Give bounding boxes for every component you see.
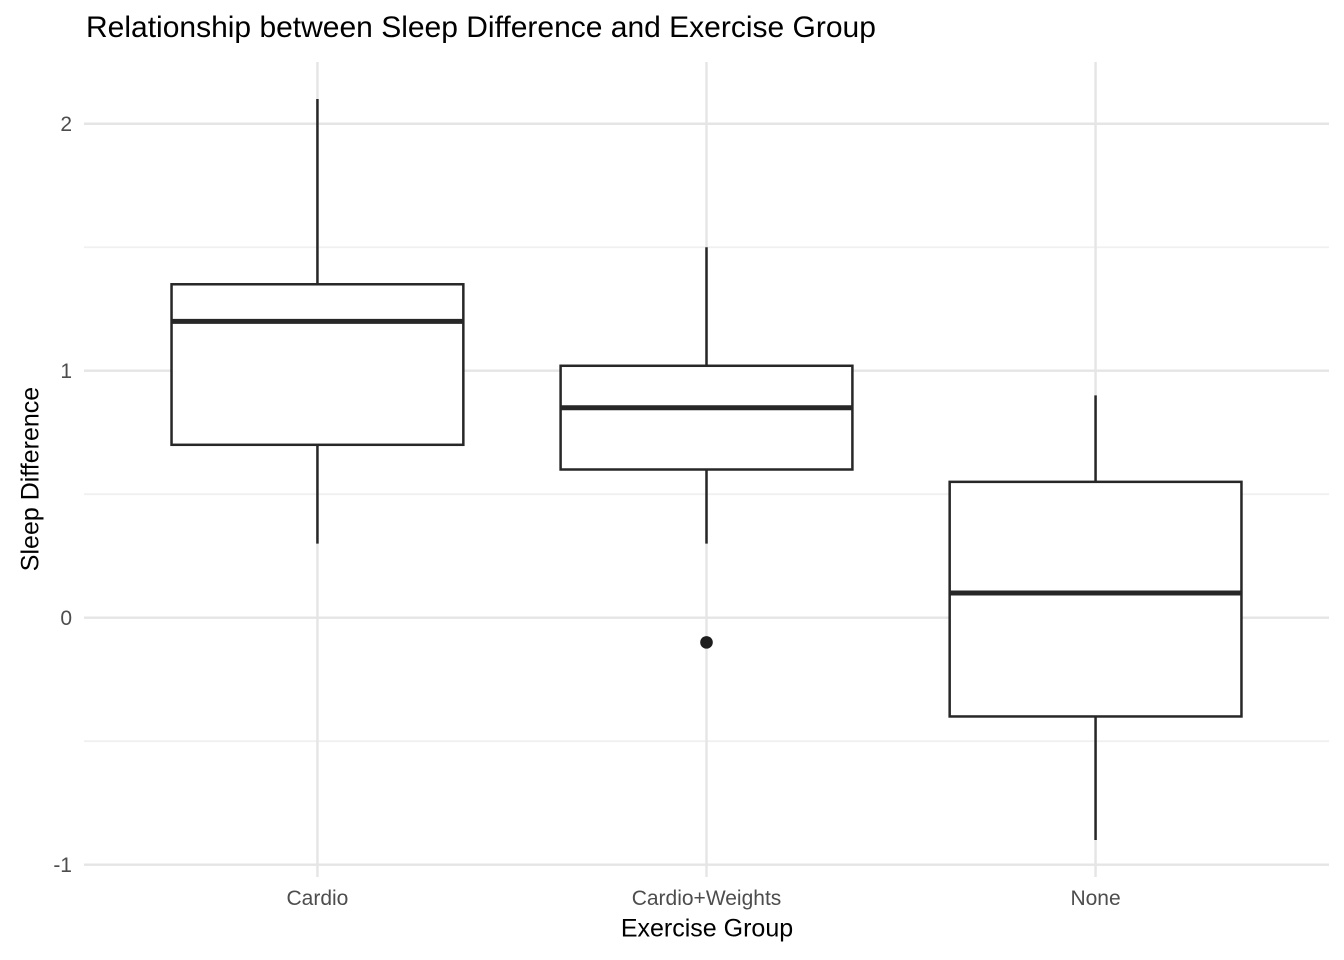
box-iqr <box>948 480 1243 718</box>
y-tick-label: 2 <box>60 113 72 136</box>
x-tick-label: None <box>1070 887 1120 910</box>
box-iqr <box>170 283 465 447</box>
boxplot-cardio <box>170 99 465 544</box>
chart-title: Relationship between Sleep Difference an… <box>86 11 876 44</box>
y-tick-label: -1 <box>53 854 72 877</box>
boxplot-none <box>948 395 1243 840</box>
box-iqr <box>559 364 854 471</box>
y-tick-label: 0 <box>60 607 72 630</box>
outlier-point <box>700 636 713 649</box>
x-axis-title: Exercise Group <box>620 914 794 943</box>
boxplot-cardio-weights <box>559 247 854 649</box>
y-tick-label: 1 <box>60 360 72 383</box>
x-tick-label: Cardio <box>287 887 349 910</box>
x-tick-label: Cardio+Weights <box>632 887 782 910</box>
